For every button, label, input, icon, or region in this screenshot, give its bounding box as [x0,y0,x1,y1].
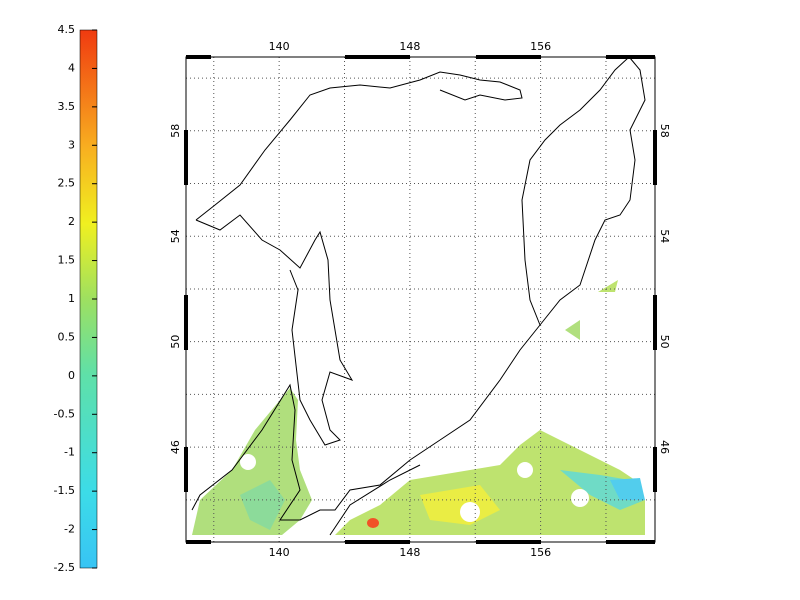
colorbar-label: 1 [68,292,75,305]
x-tick-label: 140 [269,546,290,559]
coastline [191,57,646,536]
x-tick-label: 148 [399,546,420,559]
colorbar-label: -2 [64,523,75,536]
colorbar-label: -2.5 [54,561,75,574]
colorbar-label: 3 [68,138,75,151]
frame-bars [184,55,657,544]
colorbar-label: 0 [68,369,75,382]
x-tick-label: 156 [530,40,551,53]
colorbar-label: 0.5 [58,330,76,343]
y-tick-label: 54 [169,229,182,243]
x-tick-label: 140 [269,40,290,53]
y-tick-label: 50 [658,335,671,349]
colorbar-label: 2.5 [58,177,76,190]
y-tick-label: 46 [169,440,182,454]
y-tick-label: 58 [658,124,671,138]
tick-labels: 140 140 148 148 156 156 46 46 50 50 54 54 58 58 [169,40,671,559]
x-tick-label: 156 [530,546,551,559]
y-tick-label: 50 [169,335,182,349]
colorbar-label: 4 [68,61,75,74]
colorbar-label: 4.5 [58,23,76,36]
colorbar-label: -0.5 [54,407,75,420]
y-tick-label: 54 [658,229,671,243]
y-tick-label: 46 [658,440,671,454]
colorbar-ticks: -2.5 -2 -1.5 -1 -0.5 0 0.5 1 1.5 2 2.5 3 3.5 4 4.5 [54,23,97,574]
colorbar-label: 2 [68,215,75,228]
colorbar-label: -1 [64,446,75,459]
colorbar-label: 1.5 [58,254,76,267]
colorbar-label: -1.5 [54,484,75,497]
data-field [192,280,645,535]
y-tick-label: 58 [169,124,182,138]
grid [186,57,655,542]
colorbar-label: 3.5 [58,100,76,113]
x-tick-label: 148 [399,40,420,53]
